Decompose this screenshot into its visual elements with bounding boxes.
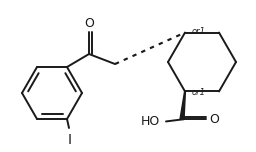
Text: or1: or1 — [192, 27, 206, 36]
Text: or1: or1 — [192, 88, 206, 97]
Text: O: O — [84, 17, 94, 30]
Text: HO: HO — [141, 115, 160, 128]
Text: O: O — [209, 113, 219, 126]
Polygon shape — [180, 91, 185, 120]
Text: I: I — [68, 133, 72, 147]
